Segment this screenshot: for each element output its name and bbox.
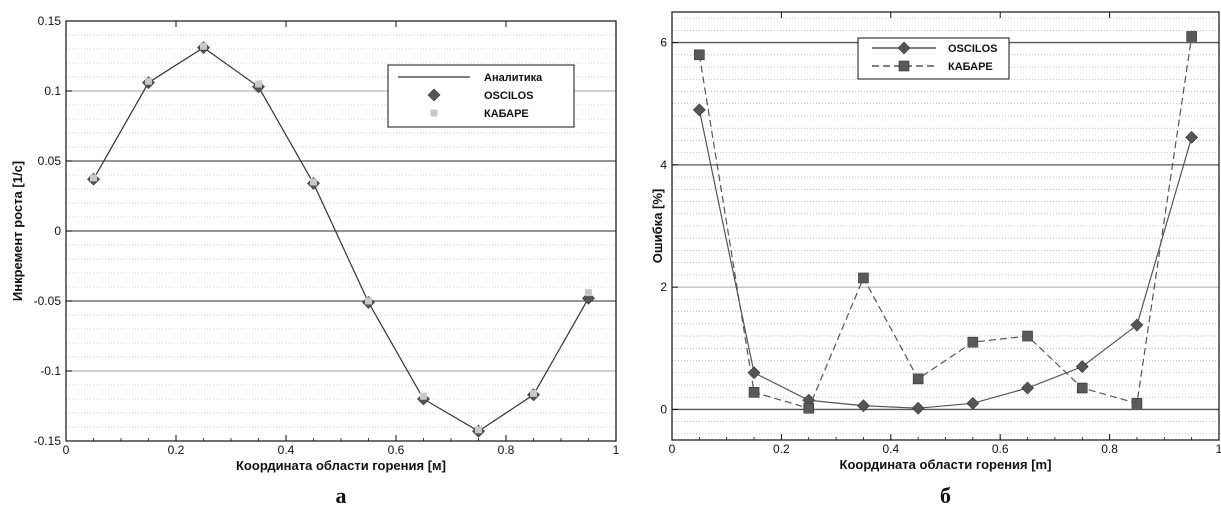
y-tick-label: -0.1 — [40, 364, 61, 378]
y-tick-label: -0.15 — [34, 434, 62, 448]
x-tick-label: 0.6 — [388, 443, 405, 457]
legend-square-swatch — [430, 109, 438, 117]
legend-box — [387, 64, 575, 128]
y-axis-title: Инкремент роста [1/c] — [10, 161, 25, 301]
series-line — [698, 36, 1193, 409]
data-point-diamond — [966, 396, 980, 410]
legend-label: КАБАРЕ — [948, 61, 993, 73]
data-point-square — [967, 336, 979, 348]
y-tick-label: 0 — [660, 402, 667, 416]
legend-diamond-swatch — [427, 88, 441, 102]
data-point-square — [1076, 382, 1088, 394]
legend-label: Аналитика — [484, 72, 543, 84]
series-3 — [90, 42, 592, 434]
data-point-square — [694, 49, 705, 61]
major-gridlines — [66, 90, 616, 372]
x-tick-label: 0.4 — [278, 443, 295, 457]
x-tick-label: 0.8 — [1101, 442, 1118, 456]
data-point-square — [310, 178, 317, 186]
legend-label: OSCILOS — [948, 43, 998, 55]
data-point-diamond — [747, 366, 761, 380]
x-tick-label: 1 — [1216, 442, 1221, 456]
series-1 — [92, 46, 590, 432]
chart-panel-a: 0 0.2 0.4 0.6 0.8 1 -0.15 -0.1 -0.05 0 0.05 0.1 0.15… — [10, 14, 620, 508]
x-tick-label: 0.4 — [882, 442, 899, 456]
data-point-diamond — [911, 401, 925, 415]
legend-item: КАБАРЕ — [872, 60, 993, 73]
data-point-diamond — [1185, 130, 1199, 144]
legend-square-swatch — [898, 60, 910, 72]
y-tick-label: 0.1 — [44, 84, 61, 98]
chart-panel-b: 0 0.2 0.4 0.6 0.8 1 0 2 4 6 Координата области гор… — [650, 11, 1221, 508]
data-point-square — [858, 272, 869, 284]
y-tick-label: 0 — [54, 224, 61, 238]
x-axis-title: Координата области горения [м] — [236, 458, 446, 473]
legend-box — [857, 37, 1010, 80]
data-point-square — [530, 389, 537, 397]
panel-label: а — [336, 483, 347, 508]
series-line — [698, 109, 1193, 409]
x-tick-label: 1 — [613, 443, 620, 457]
legend-label: КАБАРЕ — [484, 108, 529, 120]
data-point-square — [365, 297, 372, 305]
series-line — [92, 46, 590, 432]
y-tick-label: 2 — [660, 280, 667, 294]
legend-item: Аналитика — [398, 72, 543, 84]
legend: OSCILOS КАБАРЕ — [857, 37, 1010, 80]
legend-label: OSCILOS — [484, 90, 534, 102]
data-point-diamond — [857, 399, 870, 413]
x-tick-label: 0.8 — [498, 443, 515, 457]
data-point-square — [1022, 330, 1033, 342]
y-tick-label: -0.05 — [34, 294, 62, 308]
data-point-square — [748, 387, 760, 398]
data-point-square — [255, 80, 262, 88]
data-point-square — [145, 77, 152, 85]
data-point-square — [200, 42, 207, 50]
y-tick-label: 0.05 — [38, 154, 62, 168]
x-tick-label: 0.2 — [168, 443, 185, 457]
data-point-square — [475, 426, 482, 434]
x-tick-label: 0.2 — [773, 442, 790, 456]
data-point-diamond — [1021, 381, 1034, 395]
y-tick-label: 0.15 — [38, 14, 62, 28]
y-tick-label: 6 — [660, 36, 667, 50]
y-tick-label: 4 — [660, 158, 667, 172]
data-point-square — [1131, 398, 1143, 409]
data-point-square — [420, 392, 427, 400]
data-point-diamond — [1075, 360, 1089, 374]
legend: Аналитика OSCILOS КАБАРЕ — [387, 64, 575, 128]
y-axis-title: Ошибка [%] — [650, 189, 665, 264]
data-point-square — [912, 373, 924, 385]
data-point-square — [803, 402, 815, 414]
panel-label: б — [940, 483, 951, 508]
legend-item: OSCILOS — [427, 88, 534, 102]
x-axis-title: Координата области горения [m] — [840, 457, 1052, 472]
legend-item: КАБАРЕ — [430, 108, 529, 120]
data-point-diamond — [1130, 318, 1144, 332]
legend-item: OSCILOS — [872, 41, 998, 55]
series-2 — [694, 31, 1197, 414]
data-point-square — [1186, 31, 1197, 42]
data-point-square — [90, 174, 97, 182]
legend-diamond-swatch — [897, 41, 911, 55]
series-1 — [692, 103, 1199, 415]
x-tick-label: 0 — [669, 442, 676, 456]
x-tick-label: 0.6 — [992, 442, 1009, 456]
x-tick-label: 0 — [63, 443, 70, 457]
data-point-diamond — [692, 103, 706, 117]
data-point-square — [585, 289, 592, 297]
